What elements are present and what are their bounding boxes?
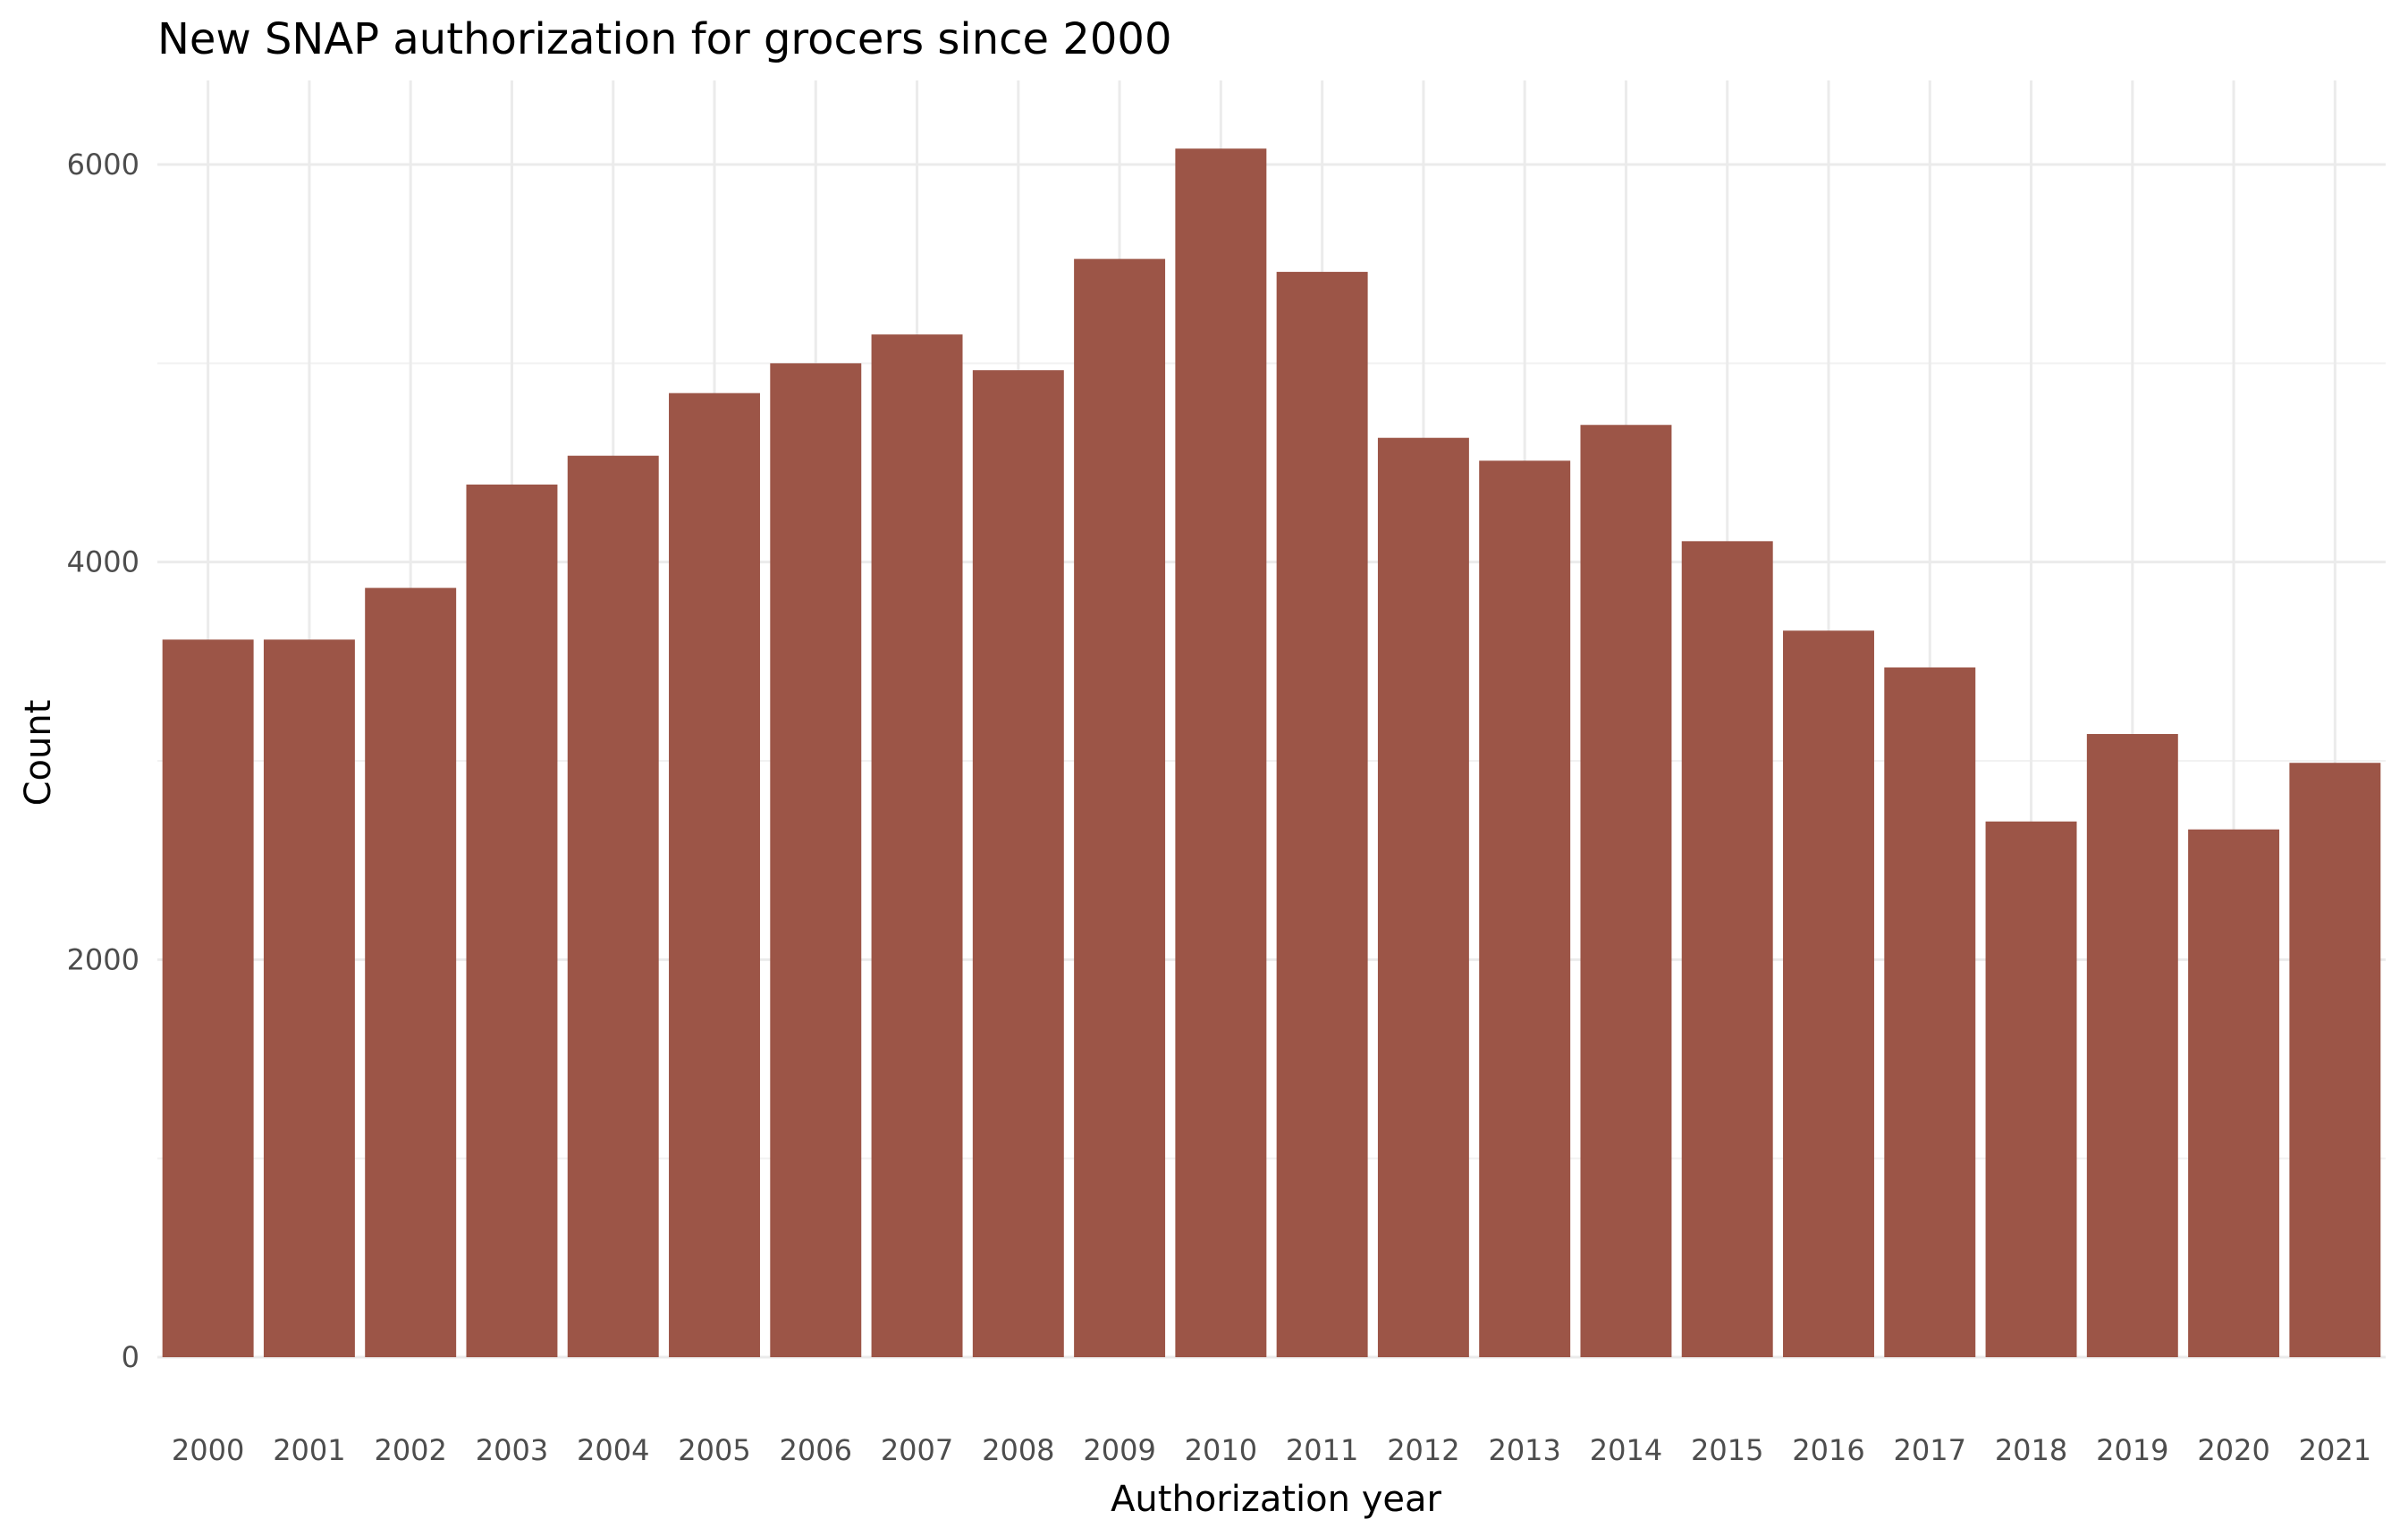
bar-2009: [1074, 258, 1166, 1357]
bar-2008: [972, 370, 1064, 1357]
bar-2011: [1276, 272, 1368, 1357]
bar-2018: [1985, 821, 2077, 1357]
x-tick-label: 2011: [1286, 1433, 1358, 1467]
bar-2017: [1884, 667, 1976, 1357]
x-tick-label: 2016: [1792, 1433, 1864, 1467]
bar-2002: [365, 587, 457, 1357]
x-tick-label: 2019: [2096, 1433, 2168, 1467]
bar-2019: [2086, 733, 2178, 1357]
bar-2012: [1377, 437, 1469, 1357]
y-tick-label: 6000: [67, 148, 139, 181]
x-tick-label: 2007: [881, 1433, 953, 1467]
bar-2020: [2188, 829, 2280, 1357]
x-tick-label: 2021: [2299, 1433, 2371, 1467]
x-tick-label: 2003: [476, 1433, 548, 1467]
bar-2021: [2289, 763, 2381, 1357]
x-tick-label: 2015: [1691, 1433, 1763, 1467]
bar-2015: [1681, 541, 1773, 1357]
bar-2014: [1580, 425, 1672, 1358]
x-tick-label: 2006: [780, 1433, 852, 1467]
x-tick-label: 2010: [1185, 1433, 1257, 1467]
bar-2003: [466, 484, 558, 1357]
x-tick-label: 2018: [1995, 1433, 2067, 1467]
x-tick-label: 2014: [1590, 1433, 1662, 1467]
bar-2010: [1175, 148, 1267, 1357]
y-tick-label: 4000: [67, 545, 139, 579]
x-axis-tick-labels: 2000 2001 2002 2003 2004 2005 2006 2007 2008 2009…: [172, 1433, 2371, 1467]
x-tick-label: 2008: [982, 1433, 1054, 1467]
y-axis-title: Count: [18, 700, 59, 806]
x-tick-label: 2001: [273, 1433, 345, 1467]
x-tick-label: 2013: [1488, 1433, 1560, 1467]
x-tick-label: 2005: [678, 1433, 750, 1467]
y-axis-tick-labels: 0 2000 4000 6000: [67, 148, 139, 1374]
bar-2000: [162, 639, 254, 1357]
bar-2007: [871, 334, 963, 1358]
x-tick-label: 2017: [1894, 1433, 1966, 1467]
bar-2016: [1783, 630, 1874, 1357]
x-tick-label: 2009: [1083, 1433, 1155, 1467]
x-tick-label: 2002: [374, 1433, 446, 1467]
bar-2006: [770, 363, 862, 1357]
bars: [162, 148, 2381, 1358]
bar-2005: [669, 392, 760, 1357]
chart-title: New SNAP authorization for grocers since…: [157, 14, 1172, 64]
y-tick-label: 2000: [67, 942, 139, 976]
x-tick-label: 2000: [172, 1433, 244, 1467]
bar-2004: [567, 455, 659, 1357]
bar-2013: [1479, 460, 1571, 1357]
x-tick-label: 2020: [2197, 1433, 2269, 1467]
x-axis-title: Authorization year: [1111, 1479, 1441, 1520]
y-tick-label: 0: [122, 1340, 139, 1374]
bar-2001: [263, 639, 355, 1357]
x-tick-label: 2004: [577, 1433, 649, 1467]
x-tick-label: 2012: [1387, 1433, 1459, 1467]
